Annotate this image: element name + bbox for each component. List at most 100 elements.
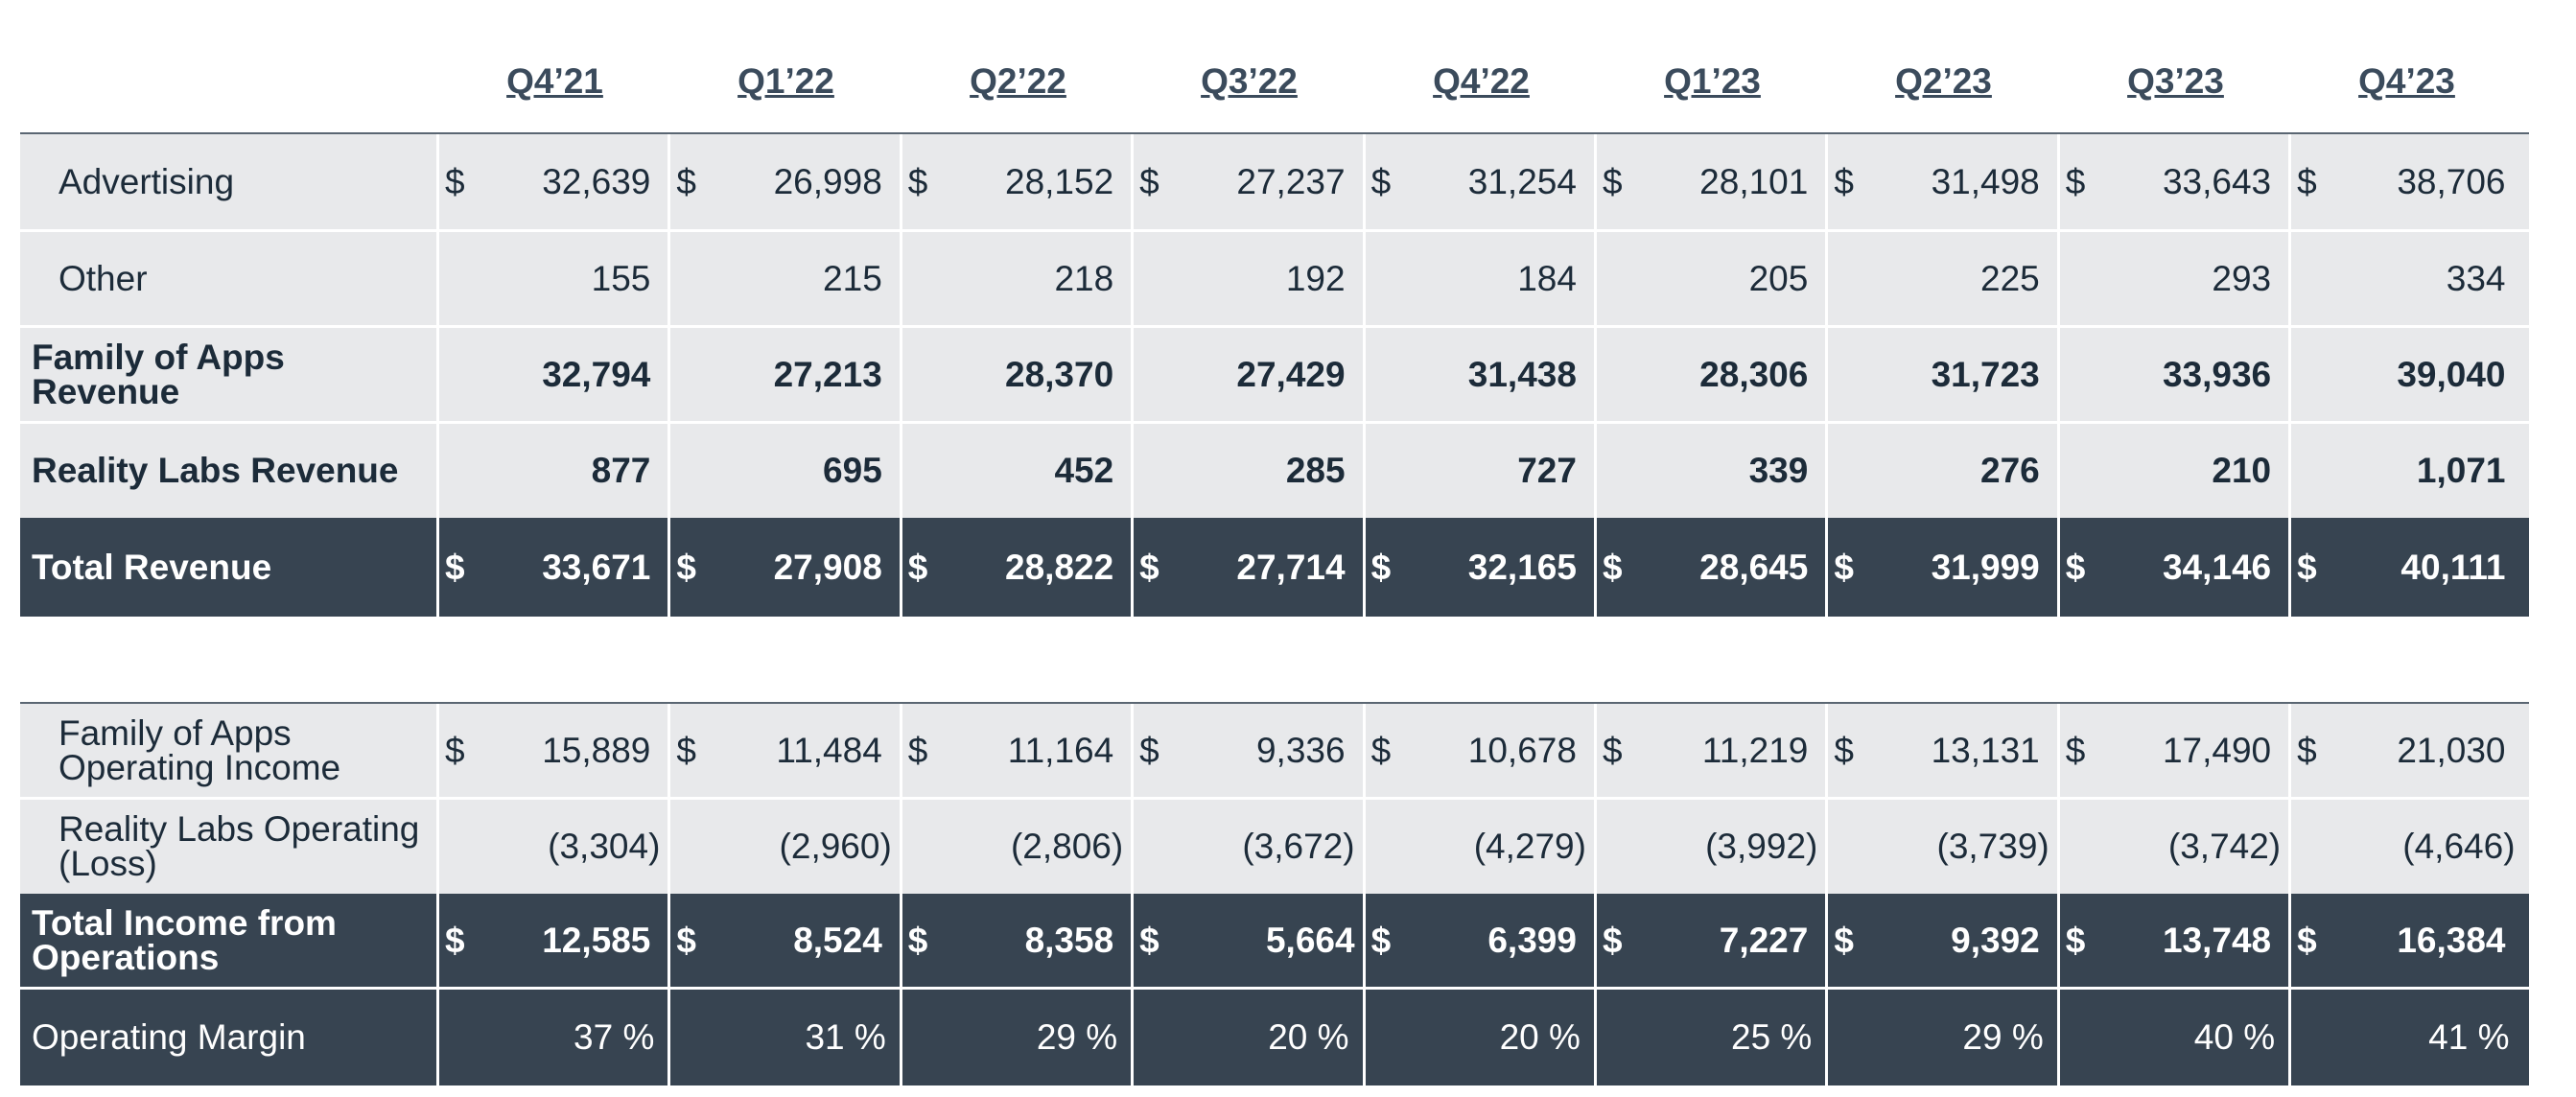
row-label: Total Income from Operations	[20, 894, 439, 987]
currency-symbol: $	[676, 161, 696, 201]
value-text: 218	[1054, 258, 1114, 298]
value-cell: (2,806)	[902, 800, 1135, 894]
value-text: 37 %	[574, 1017, 655, 1057]
table-row-advertising: Advertising $32,639 $26,998 $28,152 $27,…	[20, 134, 2529, 232]
value-text: 205	[1748, 258, 1809, 298]
value-text: 184	[1517, 258, 1577, 298]
quarter-header: Q3’22	[1201, 61, 1298, 101]
row-label: Family of Apps Operating Income	[20, 704, 439, 797]
header-divider	[20, 132, 2529, 134]
value-cell: $28,645	[1597, 518, 1829, 617]
value-cell: $21,030	[2291, 704, 2522, 797]
value-text: 31,999	[1931, 547, 2040, 587]
value-text: (2,960)	[779, 827, 892, 866]
value-text: 10,678	[1467, 730, 1577, 770]
value-text: 15,889	[542, 730, 651, 770]
currency-symbol: $	[1834, 161, 1854, 201]
value-text: 8,358	[1024, 920, 1114, 960]
value-text: 32,165	[1467, 547, 1577, 587]
quarter-header: Q4’21	[506, 61, 603, 101]
value-text: 11,484	[776, 730, 882, 770]
value-text: 28,152	[1005, 161, 1114, 201]
currency-symbol: $	[1834, 920, 1854, 960]
currency-symbol: $	[1370, 730, 1392, 770]
value-text: 27,908	[773, 547, 882, 587]
value-text: 1,071	[2416, 451, 2506, 490]
value-text: 20 %	[1499, 1017, 1581, 1057]
value-text: 11,164	[1007, 730, 1114, 770]
value-cell: $31,498	[1828, 134, 2060, 229]
currency-symbol: $	[1370, 547, 1392, 587]
value-text: 17,490	[2162, 730, 2272, 770]
value-cell: $28,152	[902, 134, 1135, 229]
value-text: 9,336	[1255, 730, 1346, 770]
currency-symbol: $	[907, 547, 928, 587]
table-row-total-revenue: Total Revenue $33,671 $27,908 $28,822 $2…	[20, 518, 2529, 617]
value-cell: $32,165	[1366, 518, 1597, 617]
currency-symbol: $	[1602, 547, 1623, 587]
value-cell: 41 %	[2291, 990, 2522, 1085]
value-cell: $7,227	[1597, 894, 1829, 987]
value-cell: 285	[1134, 424, 1366, 518]
value-text: 31,438	[1467, 354, 1577, 394]
value-text: 276	[1980, 451, 2040, 490]
quarter-header: Q1’22	[738, 61, 834, 101]
value-text: 5,664	[1265, 920, 1355, 960]
value-cell: 37 %	[439, 990, 671, 1085]
value-text: 20 %	[1268, 1017, 1349, 1057]
value-cell: 39,040	[2291, 328, 2522, 421]
currency-symbol: $	[2297, 547, 2317, 587]
value-cell: 20 %	[1366, 990, 1597, 1085]
currency-symbol: $	[2297, 161, 2317, 201]
value-cell: $33,671	[439, 518, 671, 617]
value-text: (3,304)	[548, 827, 661, 866]
value-cell: (3,672)	[1134, 800, 1366, 894]
value-cell: $12,585	[439, 894, 671, 987]
value-cell: $13,131	[1828, 704, 2060, 797]
table-row-reality-labs-operating-loss: Reality Labs Operating (Loss) (3,304) (2…	[20, 800, 2529, 894]
currency-symbol: $	[1602, 730, 1623, 770]
value-cell: $28,101	[1597, 134, 1829, 229]
value-text: 33,671	[542, 547, 651, 587]
value-cell: $11,164	[902, 704, 1135, 797]
value-text: 27,213	[773, 354, 882, 394]
currency-symbol: $	[1602, 161, 1623, 201]
value-text: 225	[1980, 258, 2040, 298]
value-cell: 29 %	[1828, 990, 2060, 1085]
value-cell: $6,399	[1366, 894, 1597, 987]
table-row-operating-margin: Operating Margin 37 % 31 % 29 % 20 % 20 …	[20, 990, 2529, 1085]
value-cell: 192	[1134, 232, 1366, 325]
value-text: (4,646)	[2402, 827, 2516, 866]
row-label: Advertising	[20, 134, 439, 229]
value-cell: $9,392	[1828, 894, 2060, 987]
currency-symbol: $	[1139, 920, 1159, 960]
value-cell: 31,438	[1366, 328, 1597, 421]
value-cell: (3,992)	[1597, 800, 1829, 894]
value-cell: $11,484	[670, 704, 902, 797]
value-text: 31 %	[805, 1017, 886, 1057]
quarter-header: Q1’23	[1664, 61, 1761, 101]
value-cell: 339	[1597, 424, 1829, 518]
row-label: Other	[20, 232, 439, 325]
currency-symbol: $	[2297, 920, 2317, 960]
quarter-header: Q4’22	[1433, 61, 1530, 101]
value-cell: $31,254	[1366, 134, 1597, 229]
value-cell: $8,358	[902, 894, 1135, 987]
value-text: 41 %	[2428, 1017, 2510, 1057]
value-text: 29 %	[1036, 1017, 1118, 1057]
value-text: 31,723	[1931, 354, 2040, 394]
currency-symbol: $	[445, 547, 465, 587]
currency-symbol: $	[2065, 730, 2086, 770]
row-label: Family of Apps Revenue	[20, 328, 439, 421]
value-text: 38,706	[2397, 161, 2506, 201]
value-text: 31,498	[1931, 161, 2040, 201]
value-cell: $15,889	[439, 704, 671, 797]
value-cell: (2,960)	[670, 800, 902, 894]
quarter-header: Q3’23	[2127, 61, 2224, 101]
value-cell: 205	[1597, 232, 1829, 325]
value-text: 28,645	[1699, 547, 1809, 587]
value-text: 16,384	[2397, 920, 2506, 960]
row-label: Reality Labs Revenue	[20, 424, 439, 518]
table-row-family-of-apps-revenue: Family of Apps Revenue 32,794 27,213 28,…	[20, 328, 2529, 424]
section-divider	[20, 702, 2529, 704]
